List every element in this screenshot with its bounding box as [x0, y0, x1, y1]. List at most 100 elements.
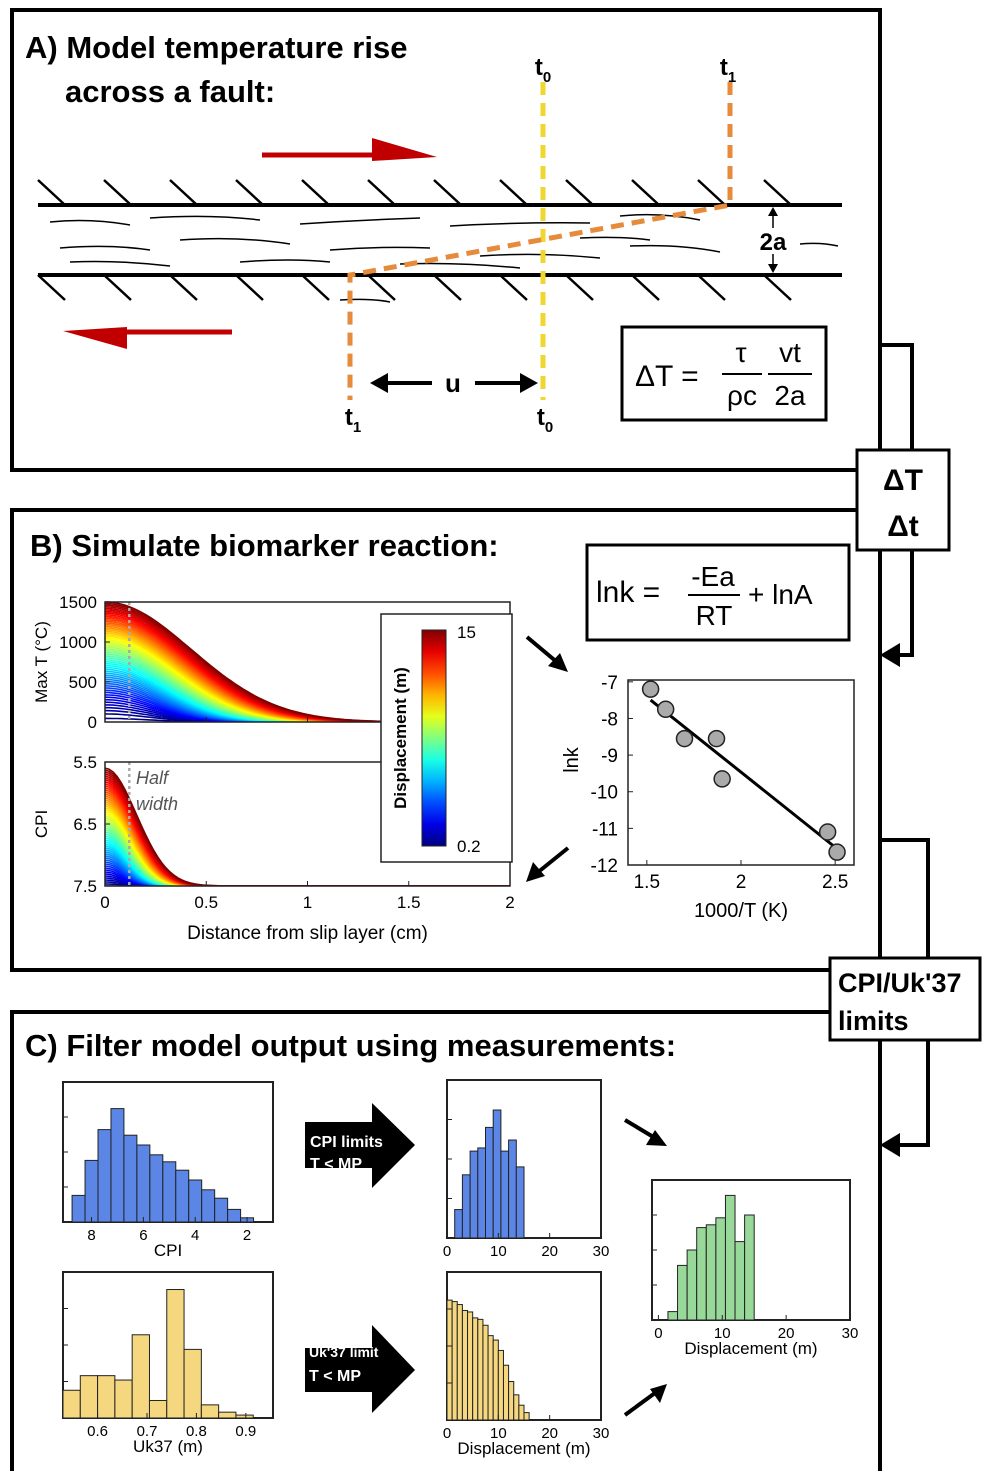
model-curve: [105, 682, 510, 722]
histogram-bar: [472, 1317, 479, 1421]
x-tick-label: 0.8: [186, 1423, 207, 1440]
x-tick-label: 0.5: [194, 893, 218, 912]
hatch: [37, 179, 66, 206]
thickness-label: 2a: [760, 229, 787, 256]
filter-text: CPI limits: [310, 1134, 383, 1151]
histogram-bar: [469, 1150, 479, 1239]
x-axis-label: Distance from slip layer (cm): [187, 923, 428, 944]
histogram-bar: [84, 1159, 99, 1223]
flow-arrow: [526, 862, 545, 882]
histogram-bar: [513, 1394, 520, 1421]
connector-text: ΔT: [883, 464, 923, 497]
hatch: [697, 274, 726, 301]
histogram-bar: [508, 1139, 517, 1239]
model-curve: [105, 676, 510, 722]
flow-arrow: [535, 846, 570, 875]
x-axis-label: Uk37 (m): [133, 1437, 203, 1456]
y-tick-label: 5.5: [73, 753, 97, 772]
data-point: [675, 729, 694, 748]
hatch: [169, 179, 198, 206]
hatch: [235, 179, 264, 206]
x-tick-label: 2: [736, 872, 747, 893]
gouge-texture: [49, 213, 839, 303]
model-curve: [105, 698, 510, 722]
thickness-arrow: [768, 264, 778, 273]
equation-text: ΔT =: [635, 360, 699, 393]
filter-text: T < MP: [309, 1368, 361, 1385]
x-tick-label: 30: [593, 1243, 610, 1260]
histogram-bar: [677, 1264, 688, 1321]
histogram-bar: [110, 1108, 125, 1223]
histogram-bar: [162, 1161, 177, 1223]
x-axis-label: CPI: [154, 1241, 182, 1260]
histogram-bar: [456, 1304, 463, 1421]
colorbar-label: 15: [457, 623, 476, 642]
connector-text: limits: [838, 1006, 909, 1036]
model-curve: [105, 689, 510, 722]
histogram-bar: [149, 1154, 164, 1223]
hatch: [433, 179, 462, 206]
histogram-bar: [724, 1194, 736, 1321]
histogram-bar: [734, 1241, 746, 1321]
time-label: t1: [720, 54, 736, 86]
histogram-bar: [114, 1379, 133, 1419]
hatch: [499, 274, 528, 301]
histogram-bar: [485, 1126, 494, 1239]
flow-arrow: [623, 1118, 657, 1140]
y-tick-label: 1500: [59, 593, 97, 612]
connector-text: CPI/Uk'37: [838, 968, 961, 998]
flow-arrow: [548, 653, 568, 672]
u-label: u: [445, 368, 461, 398]
time-label: t1: [345, 404, 361, 436]
histogram-bar: [500, 1150, 510, 1239]
u-arrow: [370, 373, 388, 393]
model-curve: [105, 685, 510, 722]
x-tick-label: 0: [654, 1325, 662, 1342]
histogram-bar: [175, 1169, 190, 1223]
equation-box: [585, 543, 851, 642]
histogram-bar: [200, 1404, 220, 1419]
x-axis-label: Displacement (m): [684, 1339, 817, 1358]
x-tick-label: 0: [443, 1243, 451, 1260]
histogram-bar: [214, 1197, 229, 1223]
model-curve: [105, 701, 510, 722]
x-tick-label: 10: [490, 1243, 507, 1260]
label-bg: [752, 228, 794, 254]
equation-text: RT: [696, 600, 733, 631]
equation-text: 2a: [774, 380, 806, 411]
slip-arrow: [63, 327, 127, 349]
y-tick-label: -10: [591, 783, 618, 804]
fault-hatches: [37, 179, 792, 301]
filter-text: Uk'37 limit: [309, 1344, 379, 1360]
model-curve: [105, 709, 510, 722]
histogram-bar: [686, 1249, 698, 1321]
x-tick-label: 30: [842, 1325, 859, 1342]
connector-text: Δt: [887, 510, 919, 543]
slip-arrow: [372, 138, 437, 161]
histogram-bar: [62, 1389, 81, 1419]
histogram-bar: [218, 1411, 237, 1419]
histogram-bar: [467, 1311, 474, 1421]
hatch: [301, 179, 330, 206]
hatch: [235, 274, 264, 301]
histogram-bar: [487, 1335, 494, 1421]
hatch: [103, 179, 132, 206]
hatch: [565, 274, 594, 301]
histogram-bar: [136, 1144, 151, 1223]
histogram-bar: [705, 1224, 717, 1321]
x-tick-label: 4: [191, 1227, 199, 1244]
x-tick-label: 0: [100, 893, 109, 912]
x-tick-label: 0.9: [235, 1423, 256, 1440]
histogram-bar: [477, 1147, 486, 1239]
flow-arrow: [650, 1384, 667, 1403]
histogram-bar: [451, 1301, 458, 1421]
hatch: [499, 179, 528, 206]
connector-box: [855, 448, 951, 552]
panel-title: B) Simulate biomarker reaction:: [30, 528, 499, 563]
model-curve: [105, 691, 510, 722]
y-axis-label: lnk: [561, 746, 583, 773]
histogram-bar: [123, 1134, 138, 1223]
equation-text: ρc: [727, 380, 757, 411]
x-axis-label: Displacement (m): [457, 1439, 590, 1458]
